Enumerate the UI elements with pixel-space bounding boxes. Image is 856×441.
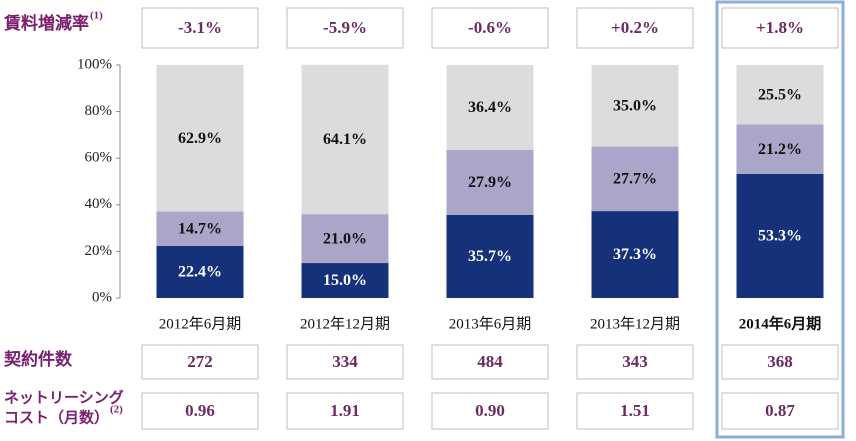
data-label: 36.4% <box>468 99 512 116</box>
value-text: 0.96 <box>185 401 215 420</box>
value-box <box>141 7 259 49</box>
bar-segment <box>156 65 244 212</box>
bar-segment <box>591 65 679 147</box>
bar-segment <box>736 124 824 174</box>
leasing-cost-label: コスト（月数） <box>4 409 109 427</box>
data-label: 62.9% <box>178 130 222 147</box>
bar-segment <box>301 64 389 215</box>
value-box <box>141 392 259 430</box>
bar-segment <box>156 245 244 298</box>
data-label: 35.7% <box>468 248 512 265</box>
value-text: -5.9% <box>323 18 367 37</box>
value-box <box>721 392 839 430</box>
bar-segment <box>156 211 244 246</box>
bar-segment <box>736 173 824 298</box>
value-box <box>286 392 404 430</box>
value-box <box>576 344 694 380</box>
value-box <box>141 344 259 380</box>
value-box <box>286 344 404 380</box>
highlight-frame <box>715 0 845 439</box>
value-text: +0.2% <box>611 18 659 37</box>
x-tick-label: 2013年6月期 <box>449 315 532 332</box>
bar-segment <box>446 214 534 298</box>
data-label: 53.3% <box>758 228 802 245</box>
data-label: 21.2% <box>758 141 802 158</box>
data-label: 15.0% <box>323 272 367 289</box>
value-text: 484 <box>477 352 503 371</box>
rent-change-label: 賃料増減率 <box>3 13 89 34</box>
data-label: 27.7% <box>613 170 657 187</box>
bar-segment <box>301 214 389 264</box>
value-text: +1.8% <box>756 18 804 37</box>
value-text: 272 <box>187 352 213 371</box>
bar-segment <box>446 65 534 150</box>
leasing-cost-note: (2) <box>110 404 123 416</box>
value-text: 0.87 <box>765 401 795 420</box>
data-label: 22.4% <box>178 264 222 281</box>
bar-segment <box>591 146 679 212</box>
y-tick-label: 0% <box>92 289 112 305</box>
bar-segment <box>446 149 534 215</box>
data-label: 21.0% <box>323 230 367 247</box>
data-label: 37.3% <box>613 246 657 263</box>
y-tick-label: 60% <box>85 150 113 166</box>
x-tick-label: 2013年12月期 <box>590 315 680 332</box>
value-text: 334 <box>332 352 358 371</box>
leasing-cost-label: ネットリーシング <box>4 389 124 407</box>
y-tick-label: 40% <box>85 196 113 212</box>
data-label: 64.1% <box>323 131 367 148</box>
value-box <box>431 392 549 430</box>
bar-segment <box>736 65 824 125</box>
value-text: -3.1% <box>178 18 222 37</box>
y-tick-label: 80% <box>85 103 113 119</box>
value-box <box>431 344 549 380</box>
value-text: 0.90 <box>475 401 505 420</box>
value-text: 368 <box>767 352 793 371</box>
value-box <box>576 392 694 430</box>
rent-change-note: (1) <box>90 10 103 22</box>
x-tick-label: 2012年6月期 <box>159 315 242 332</box>
bar-segment <box>591 211 679 298</box>
data-label: 25.5% <box>758 86 802 103</box>
contracts-label: 契約件数 <box>3 349 73 370</box>
value-text: 343 <box>622 352 648 371</box>
value-box <box>431 7 549 49</box>
value-box <box>721 344 839 380</box>
value-box <box>286 7 404 49</box>
value-box <box>576 7 694 49</box>
data-label: 35.0% <box>613 97 657 114</box>
y-tick-label: 100% <box>77 56 112 72</box>
x-tick-label: 2012年12月期 <box>300 315 390 332</box>
value-box <box>721 7 839 49</box>
value-text: 1.51 <box>620 401 650 420</box>
value-text: -0.6% <box>468 18 512 37</box>
value-text: 1.91 <box>330 401 360 420</box>
y-tick-label: 20% <box>85 243 113 259</box>
data-label: 27.9% <box>468 174 512 191</box>
data-label: 14.7% <box>178 220 222 237</box>
bar-segment <box>301 263 389 298</box>
x-tick-label: 2014年6月期 <box>739 314 822 332</box>
